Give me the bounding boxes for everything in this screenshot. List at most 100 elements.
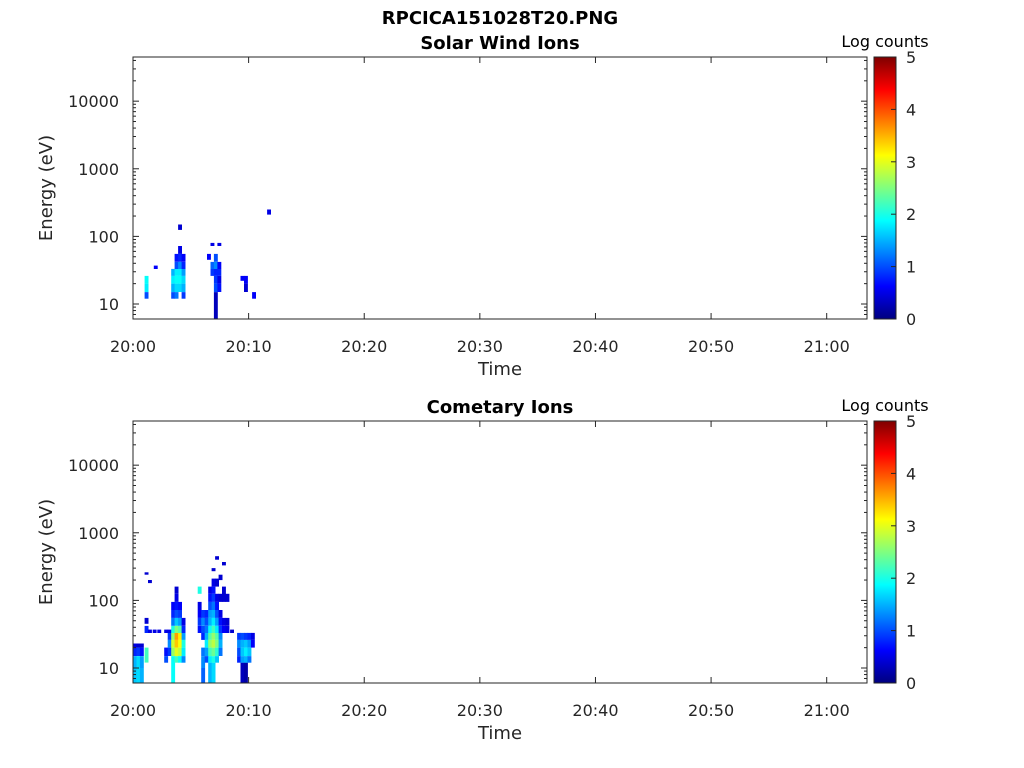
x-tick-label: 20:40 <box>572 701 618 720</box>
heatmap-cell <box>174 647 179 656</box>
heatmap-cell <box>139 643 144 648</box>
heatmap-cell <box>174 639 179 648</box>
x-tick-label: 20:20 <box>341 701 387 720</box>
heatmap-cell <box>237 632 241 640</box>
heatmap-cell <box>211 647 216 656</box>
heatmap-cell <box>197 601 202 610</box>
heatmap-cell <box>133 643 137 648</box>
heatmap-cell <box>181 647 186 656</box>
heatmap-cell <box>244 662 248 683</box>
heatmap-cell <box>250 632 255 640</box>
heatmap-cell <box>225 593 230 602</box>
heatmap-cell <box>171 625 176 633</box>
heatmap-cell <box>164 656 169 663</box>
heatmap-cell <box>174 253 179 262</box>
heatmap-cell <box>178 656 182 663</box>
heatmap-cell <box>204 610 209 618</box>
heatmap-cell <box>174 610 179 618</box>
heatmap-cell <box>171 275 176 284</box>
heatmap-cell <box>178 283 182 292</box>
heatmap-cell <box>211 656 216 663</box>
heatmap-cell <box>133 668 137 683</box>
heatmap-cell <box>208 625 213 633</box>
heatmap-cell <box>211 639 216 648</box>
heatmap-cell <box>208 639 213 648</box>
heatmap-cell <box>215 593 219 602</box>
heatmap-cell <box>197 586 202 594</box>
heatmap-cell <box>225 625 230 633</box>
heatmap-cell <box>252 292 256 299</box>
heatmap-cell <box>204 656 209 663</box>
heatmap-cell <box>225 617 230 626</box>
heatmap-cell <box>148 629 152 633</box>
heatmap-cell <box>204 625 209 633</box>
heatmap-cell <box>167 629 172 633</box>
colorbar-tick-label: 5 <box>906 48 916 67</box>
heatmap-cell <box>222 625 226 633</box>
heatmap-cell <box>218 610 223 618</box>
heatmap-cell <box>178 632 182 640</box>
heatmap-cell <box>181 261 186 269</box>
heatmap-cell <box>211 617 216 626</box>
heatmap-cell <box>240 639 245 648</box>
heatmap-cell <box>139 656 144 668</box>
heatmap-cell <box>208 662 213 683</box>
heatmap-cell <box>171 656 176 683</box>
heatmap-cell <box>240 662 245 683</box>
heatmap-cell <box>181 292 186 299</box>
heatmap-cell <box>208 586 213 594</box>
heatmap-cell <box>174 268 179 276</box>
heatmap-cell <box>174 283 179 292</box>
heatmap-cell <box>201 668 206 683</box>
heatmap-cell <box>139 668 144 683</box>
heatmap-cell <box>152 629 157 633</box>
heatmap-cell <box>215 610 219 618</box>
heatmap-cell <box>144 275 149 284</box>
heatmap-cell <box>171 283 176 292</box>
heatmap-cell <box>181 275 186 284</box>
colorbar-tick-label: 1 <box>906 258 916 277</box>
heatmap-cell <box>210 261 215 269</box>
x-tick-label: 20:50 <box>688 701 734 720</box>
colorbar-tick-label: 5 <box>906 412 916 431</box>
heatmap-cell <box>215 632 219 640</box>
heatmap-cell <box>244 639 248 648</box>
heatmap-cell <box>204 632 209 640</box>
heatmap-cell <box>211 625 216 633</box>
heatmap-cell <box>181 632 186 640</box>
heatmap-cell <box>171 610 176 618</box>
heatmap-cell <box>213 253 218 262</box>
heatmap-cell <box>215 601 219 610</box>
figure-title: RPCICA151028T20.PNG <box>382 8 618 29</box>
heatmap-cell <box>174 275 179 284</box>
heatmap-cell <box>197 610 202 618</box>
heatmap-cell <box>174 656 179 663</box>
heatmap-cell <box>215 639 219 648</box>
heatmap-cell <box>213 292 218 319</box>
x-tick-label: 20:40 <box>572 337 618 356</box>
heatmap-cell <box>213 275 218 284</box>
heatmap-cell <box>136 643 141 648</box>
heatmap-cell <box>250 639 255 648</box>
solar-wind-panel: 20:00 20:10 20:20 20:30 20:40 20:50 21:0010100… <box>36 32 929 380</box>
heatmap-cell <box>178 268 182 276</box>
heatmap-cell <box>144 617 149 624</box>
heatmap-cell <box>144 572 149 575</box>
y-tick-label: 10000 <box>68 456 119 475</box>
heatmap-cell <box>211 601 216 610</box>
heatmap-cell <box>237 647 241 656</box>
colorbar <box>873 56 897 320</box>
heatmap-cell <box>174 593 179 602</box>
heatmap-cell <box>215 578 219 587</box>
heatmap-cell <box>211 578 216 587</box>
heatmap-cell <box>174 261 179 269</box>
cometary-panel: 20:00 20:10 20:20 20:30 20:40 20:50 21:0010100… <box>36 396 929 744</box>
heatmap-cell <box>167 647 172 656</box>
heatmap-cell <box>181 253 186 262</box>
heatmap-cell <box>201 632 206 640</box>
y-tick-label: 10000 <box>68 92 119 111</box>
heatmap-cell <box>171 639 176 648</box>
heatmap-cell <box>215 656 219 663</box>
heatmap-cell <box>178 617 182 626</box>
